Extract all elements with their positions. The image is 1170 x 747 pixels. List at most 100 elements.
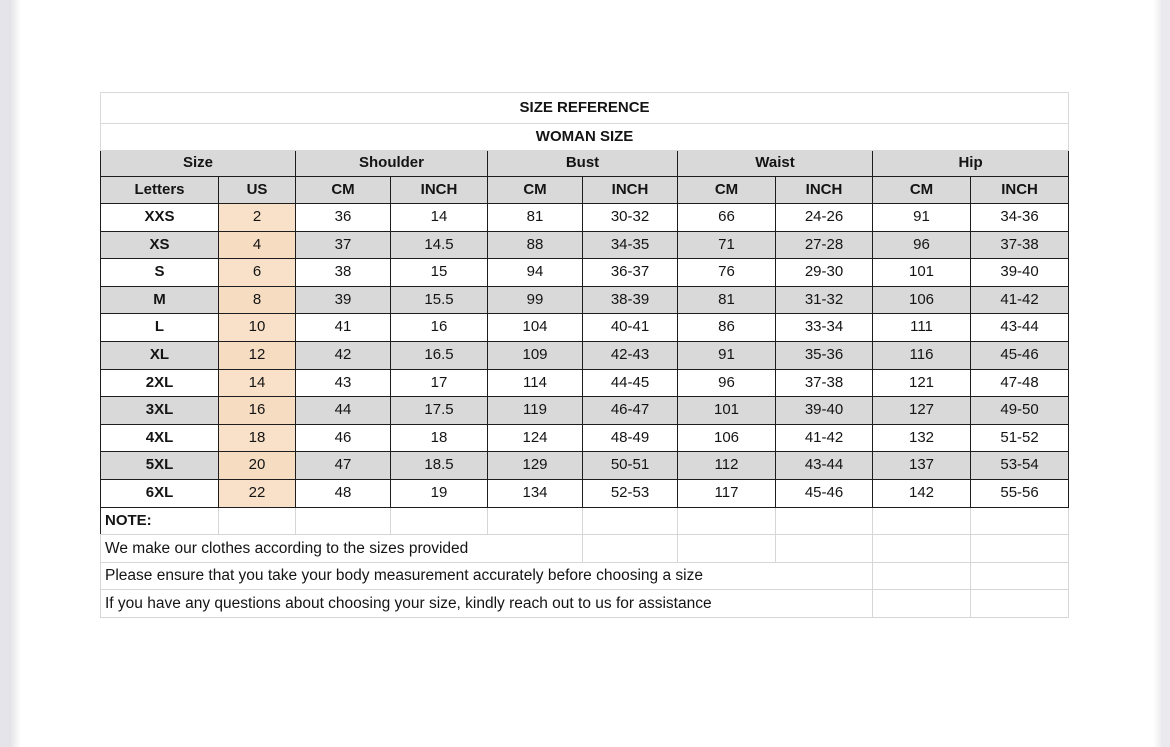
cell-us: 6	[218, 258, 296, 287]
cell-letters: 4XL	[100, 423, 219, 453]
size-table-row: L 10 41 16 104 40-41 86 33-34 111 43-44	[100, 313, 1070, 342]
cell-shoulder-cm: 43	[295, 368, 391, 398]
cell-shoulder-cm: 41	[295, 313, 391, 342]
empty-cell	[969, 589, 1070, 618]
cell-shoulder-cm: 47	[295, 451, 391, 480]
size-table-row: M 8 39 15.5 99 38-39 81 31-32 106 41-42	[100, 285, 1070, 315]
cell-waist-cm: 96	[677, 368, 776, 398]
empty-cell	[969, 506, 1070, 536]
cell-hip-inch: 47-48	[969, 368, 1070, 398]
cell-us: 2	[218, 203, 296, 232]
cell-waist-inch: 27-28	[775, 230, 873, 260]
empty-cell	[677, 506, 776, 536]
cell-waist-inch: 33-34	[775, 313, 873, 342]
group-header-waist: Waist	[677, 150, 873, 177]
cell-bust-inch: 30-32	[582, 203, 678, 232]
size-table-row: 4XL 18 46 18 124 48-49 106 41-42 132 51-…	[100, 423, 1070, 453]
cell-waist-cm: 86	[677, 313, 776, 342]
cell-us: 20	[218, 451, 296, 480]
size-rows: XXS 2 36 14 81 30-32 66 24-26 91 34-36 X…	[100, 203, 1070, 508]
cell-bust-cm: 114	[487, 368, 583, 398]
cell-hip-cm: 106	[872, 285, 971, 315]
cell-waist-inch: 29-30	[775, 258, 873, 287]
note-label: NOTE:	[100, 506, 219, 536]
size-table-row: 6XL 22 48 19 134 52-53 117 45-46 142 55-…	[100, 478, 1070, 508]
cell-waist-inch: 35-36	[775, 340, 873, 370]
cell-bust-inch: 44-45	[582, 368, 678, 398]
cell-hip-cm: 142	[872, 478, 971, 508]
cell-shoulder-inch: 17.5	[390, 396, 488, 425]
empty-cell	[872, 589, 971, 618]
cell-hip-cm: 121	[872, 368, 971, 398]
cell-waist-cm: 81	[677, 285, 776, 315]
cell-hip-inch: 53-54	[969, 451, 1070, 480]
cell-letters: XXS	[100, 203, 219, 232]
cell-hip-inch: 51-52	[969, 423, 1070, 453]
cell-hip-cm: 91	[872, 203, 971, 232]
cell-bust-inch: 34-35	[582, 230, 678, 260]
cell-hip-cm: 111	[872, 313, 971, 342]
cell-hip-inch: 55-56	[969, 478, 1070, 508]
cell-bust-inch: 52-53	[582, 478, 678, 508]
cell-shoulder-inch: 18.5	[390, 451, 488, 480]
cell-letters: 5XL	[100, 451, 219, 480]
size-table-row: S 6 38 15 94 36-37 76 29-30 101 39-40	[100, 258, 1070, 287]
note-line-3: If you have any questions about choosing…	[100, 589, 873, 618]
group-header-bust: Bust	[487, 150, 678, 177]
cell-bust-cm: 124	[487, 423, 583, 453]
cell-waist-inch: 31-32	[775, 285, 873, 315]
size-reference-table: SIZE REFERENCE WOMAN SIZE Size Shoulder …	[99, 92, 1070, 618]
col-header-waist-cm: CM	[677, 176, 776, 204]
cell-shoulder-cm: 46	[295, 423, 391, 453]
note-line-row: Please ensure that you take your body me…	[100, 561, 1070, 591]
cell-bust-cm: 119	[487, 396, 583, 425]
group-header-hip: Hip	[871, 150, 1070, 177]
cell-waist-inch: 24-26	[775, 203, 873, 232]
note-line-row: If you have any questions about choosing…	[100, 589, 1070, 618]
empty-cell	[872, 534, 971, 563]
group-header-size: Size	[100, 150, 296, 177]
cell-bust-inch: 50-51	[582, 451, 678, 480]
cell-hip-cm: 101	[872, 258, 971, 287]
cell-hip-inch: 41-42	[969, 285, 1070, 315]
cell-waist-inch: 39-40	[775, 396, 873, 425]
cell-bust-cm: 104	[487, 313, 583, 342]
cell-shoulder-inch: 17	[390, 368, 488, 398]
cell-shoulder-inch: 18	[390, 423, 488, 453]
cell-bust-cm: 134	[487, 478, 583, 508]
cell-hip-inch: 43-44	[969, 313, 1070, 342]
cell-us: 8	[218, 285, 296, 315]
cell-waist-cm: 112	[677, 451, 776, 480]
cell-us: 14	[218, 368, 296, 398]
empty-cell	[487, 506, 583, 536]
right-edge-strip	[1161, 0, 1170, 747]
cell-us: 18	[218, 423, 296, 453]
cell-bust-cm: 129	[487, 451, 583, 480]
cell-bust-inch: 36-37	[582, 258, 678, 287]
col-header-shoulder-cm: CM	[295, 176, 391, 204]
size-table-row: 3XL 16 44 17.5 119 46-47 101 39-40 127 4…	[100, 396, 1070, 425]
cell-waist-cm: 66	[677, 203, 776, 232]
col-header-shoulder-inch: INCH	[390, 176, 488, 204]
cell-shoulder-inch: 19	[390, 478, 488, 508]
cell-bust-inch: 48-49	[582, 423, 678, 453]
cell-bust-inch: 42-43	[582, 340, 678, 370]
empty-cell	[582, 534, 678, 563]
size-table-row: XXS 2 36 14 81 30-32 66 24-26 91 34-36	[100, 203, 1070, 232]
cell-shoulder-inch: 15	[390, 258, 488, 287]
empty-cell	[969, 561, 1070, 591]
cell-shoulder-inch: 14	[390, 203, 488, 232]
cell-shoulder-inch: 15.5	[390, 285, 488, 315]
cell-us: 16	[218, 396, 296, 425]
cell-hip-inch: 37-38	[969, 230, 1070, 260]
note-header-row: NOTE:	[100, 506, 1070, 536]
cell-shoulder-cm: 38	[295, 258, 391, 287]
col-header-waist-inch: INCH	[775, 176, 873, 204]
cell-bust-cm: 88	[487, 230, 583, 260]
col-header-bust-cm: CM	[487, 176, 583, 204]
subtitle-row: WOMAN SIZE	[99, 123, 1070, 151]
cell-us: 22	[218, 478, 296, 508]
cell-bust-cm: 109	[487, 340, 583, 370]
cell-hip-inch: 34-36	[969, 203, 1070, 232]
note-line-row: We make our clothes according to the siz…	[100, 534, 1070, 563]
